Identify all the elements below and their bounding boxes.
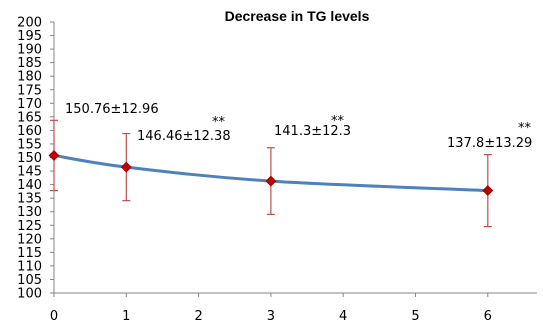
y-tick-label: 130	[17, 205, 42, 220]
y-tick-label: 175	[17, 83, 42, 98]
y-tick-label: 115	[17, 246, 42, 261]
y-tick-label: 150	[17, 151, 42, 166]
y-tick-label: 195	[17, 29, 42, 44]
data-point-marker	[120, 161, 132, 173]
x-tick-label: 4	[339, 309, 347, 323]
data-label: 137.8±13.29	[447, 136, 532, 151]
y-tick-label: 165	[17, 110, 42, 125]
x-tick-label: 1	[122, 309, 130, 323]
y-tick-label: 105	[17, 273, 42, 288]
y-tick-label: 170	[17, 97, 42, 112]
y-tick-label: 135	[17, 192, 42, 207]
data-point-marker	[48, 150, 60, 161]
y-tick-label: 100	[17, 287, 42, 302]
y-tick-label: 185	[17, 56, 42, 71]
y-tick-label: 180	[17, 70, 42, 85]
data-labels: 150.76±12.96 146.46±12.38 141.3±12.3 137.8±…	[65, 102, 532, 151]
data-point-marker	[265, 175, 277, 187]
data-label: 150.76±12.96	[65, 102, 159, 117]
y-tick-label: 110	[17, 259, 42, 274]
series-line	[53, 153, 488, 193]
x-axis-ticks: 0 1 2 3 4 5 6	[50, 293, 492, 323]
y-tick-label: 140	[17, 178, 42, 193]
y-tick-label: 200	[17, 16, 42, 31]
y-tick-label: 145	[17, 165, 42, 180]
data-point-marker	[482, 185, 494, 196]
chart-title: Decrease in TG levels	[225, 8, 370, 24]
significance-annotation: **	[518, 121, 532, 136]
y-tick-label: 125	[17, 219, 42, 234]
x-tick-label: 3	[267, 309, 275, 323]
x-tick-label: 6	[484, 309, 492, 323]
significance-annotation: **	[331, 114, 345, 129]
data-markers	[48, 150, 494, 196]
y-tick-label: 190	[17, 43, 42, 58]
y-axis-ticks: 1001051101151201251301351401451501551601…	[17, 16, 54, 302]
significance-annotations: ** ** **	[212, 114, 532, 136]
x-tick-label: 2	[194, 309, 202, 323]
y-tick-label: 120	[17, 232, 42, 247]
error-bars	[50, 119, 492, 228]
data-label: 141.3±12.3	[274, 124, 351, 139]
y-tick-label: 160	[17, 124, 42, 139]
significance-annotation: **	[212, 115, 226, 130]
y-tick-label: 155	[17, 137, 42, 152]
x-tick-label: 0	[50, 309, 58, 323]
data-label: 146.46±12.38	[137, 129, 231, 144]
x-tick-label: 5	[411, 309, 419, 323]
